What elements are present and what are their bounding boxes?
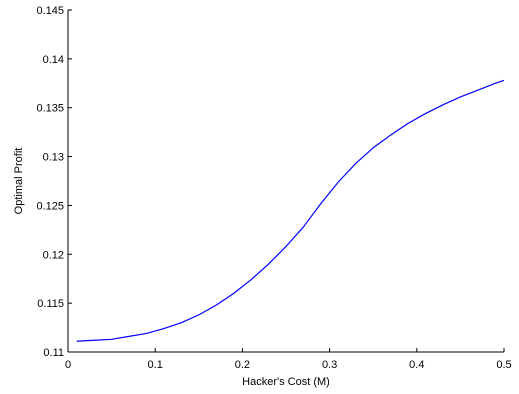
y-tick-label: 0.145 [36,5,64,17]
x-tick-label: 0.5 [496,359,511,371]
y-tick-label: 0.13 [43,152,64,164]
y-tick-label: 0.12 [43,249,64,261]
x-tick-label: 0 [65,359,71,371]
y-axis-label: Optimal Profit [13,148,25,215]
x-tick-label: 0.2 [235,359,250,371]
x-tick-label: 0.4 [409,359,424,371]
y-ticks: 0.11 0.115 0.12 0.125 0.13 0.135 0.14 0.145 [36,5,72,359]
y-tick-label: 0.115 [37,298,64,310]
y-tick-label: 0.135 [36,103,64,115]
x-axis-label: Hacker's Cost (M) [242,376,330,388]
series-layer [76,79,505,342]
y-tick-label: 0.125 [36,200,64,212]
plot-area [68,10,504,352]
y-tick-label: 0.11 [43,347,64,359]
x-ticks: 0 0.1 0.2 0.3 0.4 0.5 [65,348,512,371]
y-tick-label: 0.14 [43,54,64,66]
x-tick-label: 0.3 [322,359,337,371]
x-tick-label: 0.1 [148,359,163,371]
series-line [76,79,505,342]
